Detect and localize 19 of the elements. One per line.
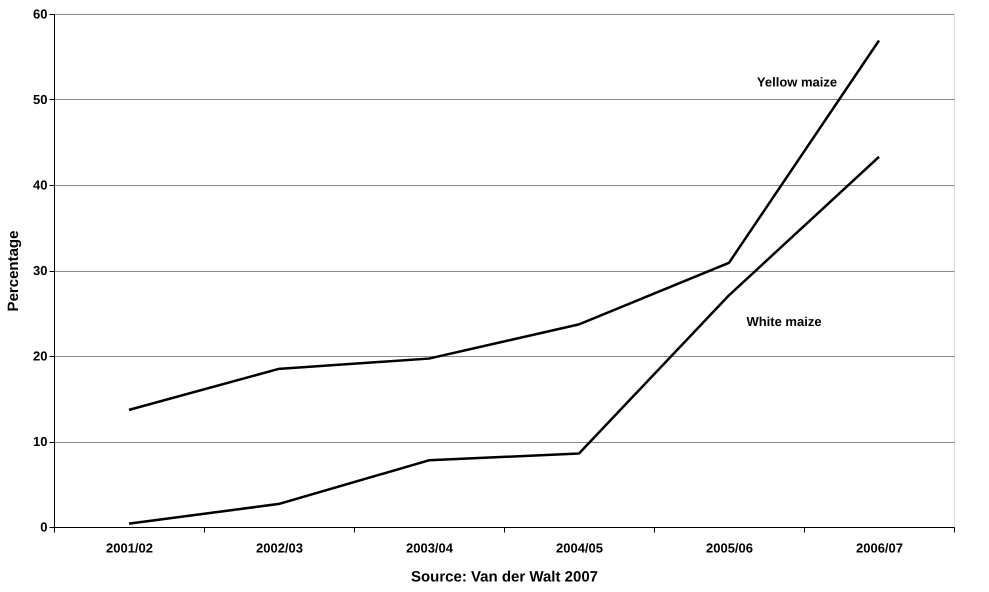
y-tick-label: 10 [33,434,48,449]
x-tick-label: 2006/07 [856,540,903,556]
series-label: White maize [746,314,822,329]
y-tick-label: 20 [33,348,48,364]
y-tick-label: 0 [40,520,48,534]
line-series [128,39,880,412]
x-tick-label: 2003/04 [406,540,454,556]
y-tick-label: 30 [33,263,48,278]
y-tick-label: 60 [33,6,48,22]
series-label: Yellow maize [756,74,838,90]
line-series [128,156,880,525]
y-axis-title: Percentage [5,230,22,312]
y-tick-label: 40 [33,178,48,192]
x-tick-label: 2004/05 [556,540,603,556]
y-tick-label: 50 [33,92,48,107]
x-tick-label: 2002/03 [256,540,303,556]
x-tick-label: 2001/02 [106,540,153,556]
source-note: Source: Van der Walt 2007 [410,568,598,586]
x-tick-label: 2005/06 [706,540,753,556]
